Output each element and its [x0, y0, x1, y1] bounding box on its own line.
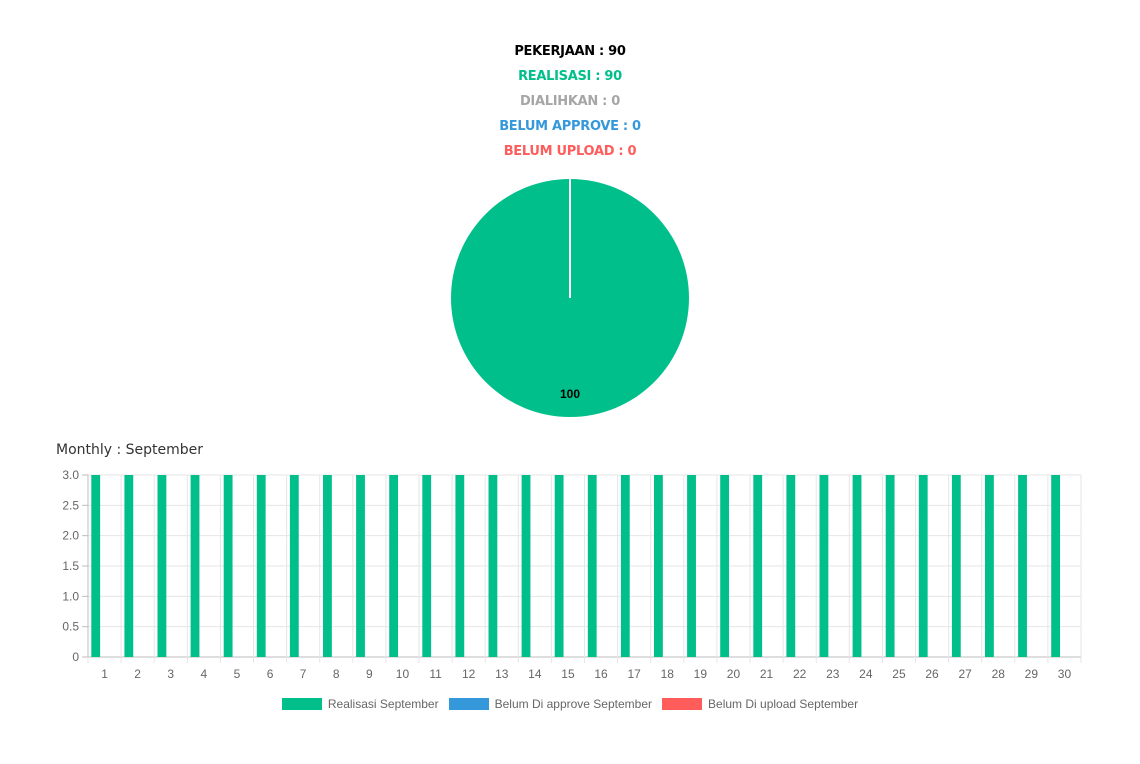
bar-realisasi-17	[620, 475, 630, 657]
x-tick-label: 1	[101, 667, 108, 681]
bar-chart-svg: 00.51.01.52.02.53.01 2 3 4 5 6 7 8 9 10 11 12 13 14 15…	[62, 468, 1082, 681]
x-tick-label: 27	[958, 667, 972, 681]
bar-realisasi-29	[1018, 475, 1027, 657]
x-tick-label: 23	[826, 667, 840, 681]
legend-label: Belum Di upload September	[708, 697, 859, 712]
bar-realisasi-23	[819, 475, 829, 657]
bar-realisasi-11	[422, 475, 432, 657]
x-tick-label: 18	[661, 667, 675, 681]
bar-realisasi-14	[521, 475, 531, 657]
y-tick-label: 0.5	[62, 620, 79, 634]
x-tick-label: 26	[925, 667, 939, 681]
x-tick-label: 7	[300, 667, 307, 681]
y-tick-label: 2.0	[62, 529, 79, 543]
bar-realisasi-26	[918, 475, 928, 657]
legend-swatch	[448, 698, 489, 711]
bar-realisasi-16	[587, 475, 597, 657]
x-tick-label: 17	[627, 667, 641, 681]
x-tick-label: 28	[992, 667, 1006, 681]
x-tick-label: 4	[201, 667, 208, 681]
x-tick-label: 24	[859, 667, 873, 681]
x-tick-label: 10	[396, 667, 410, 681]
belum-upload-count: BELUM UPLOAD : 0	[503, 144, 637, 159]
bar-realisasi-15	[554, 475, 564, 657]
bar-realisasi-18	[654, 475, 663, 657]
legend-swatch	[662, 698, 703, 711]
legend-item-belum-approve[interactable]: Belum Di approve September	[448, 696, 653, 712]
bar-realisasi-19	[687, 475, 696, 657]
legend-item-belum-upload[interactable]: Belum Di upload September	[662, 696, 858, 711]
legend-label: Realisasi September	[327, 697, 439, 712]
x-tick-label: 16	[594, 667, 608, 681]
x-tick-label: 30	[1058, 667, 1072, 681]
legend-swatch	[281, 698, 322, 711]
bar-realisasi-21	[753, 475, 763, 657]
bar-realisasi-1	[91, 475, 101, 657]
x-tick-label: 14	[528, 667, 542, 681]
bar-chart: 0 0.5 1.0 1.5 2.0 2.5 3.0 1 2 3 4 5 6 7 8 9 10 11 12 13 14 15…	[0, 462, 1140, 692]
x-tick-label: 8	[333, 667, 340, 681]
x-tick-label: 25	[892, 667, 906, 681]
realisasi-count: REALISASI : 90	[518, 69, 622, 84]
legend-item-realisasi[interactable]: Realisasi September	[281, 696, 439, 712]
summary-panel: PEKERJAAN : 90 REALISASI : 90 DIALIHKAN …	[0, 42, 1140, 167]
bar-realisasi-4	[190, 475, 200, 657]
y-tick-label: 1.0	[62, 589, 79, 603]
x-tick-label: 22	[793, 667, 807, 681]
chart-legend: Realisasi September Belum Di approve Sept…	[0, 696, 1140, 711]
bar-realisasi-30	[1051, 475, 1061, 657]
pekerjaan-count: PEKERJAAN : 90	[514, 44, 626, 59]
bar-realisasi-5	[223, 475, 233, 657]
x-tick-label: 5	[234, 667, 241, 681]
bar-realisasi-20	[720, 475, 730, 657]
bar-realisasi-9	[356, 475, 365, 657]
x-tick-label: 12	[462, 667, 476, 681]
pie-chart-svg: 100	[451, 179, 689, 417]
x-tick-label: 19	[694, 667, 708, 681]
bar-realisasi-27	[951, 475, 961, 657]
bar-realisasi-2	[124, 475, 134, 657]
x-tick-label: 29	[1025, 667, 1039, 681]
y-tick-label: 0	[72, 650, 79, 664]
y-tick-label: 3.0	[62, 468, 79, 482]
bar-realisasi-8	[323, 475, 332, 657]
legend-label: Belum Di approve September	[494, 697, 653, 712]
bar-realisasi-22	[786, 475, 796, 657]
monthly-title: Monthly : September	[56, 442, 204, 458]
x-tick-label: 13	[495, 667, 509, 681]
bar-realisasi-10	[389, 475, 399, 657]
bar-realisasi-6	[256, 475, 266, 657]
x-tick-label: 2	[134, 667, 141, 681]
y-tick-label: 1.5	[62, 559, 79, 573]
bar-realisasi-13	[488, 475, 498, 657]
pie-data-label: 100	[560, 387, 580, 401]
x-tick-label: 15	[561, 667, 575, 681]
x-tick-label: 6	[267, 667, 274, 681]
x-tick-label: 11	[429, 667, 442, 681]
bar-realisasi-24	[852, 475, 862, 657]
bar-realisasi-3	[157, 475, 167, 657]
x-tick-label: 3	[167, 667, 174, 681]
dialihkan-count: DIALIHKAN : 0	[519, 94, 621, 109]
x-tick-label: 20	[727, 667, 741, 681]
pie-chart: 100	[448, 176, 692, 420]
x-tick-label: 21	[760, 667, 774, 681]
bar-realisasi-12	[455, 475, 465, 657]
belum-approve-count: BELUM APPROVE : 0	[499, 119, 641, 134]
bar-realisasi-28	[985, 475, 994, 657]
bar-realisasi-25	[885, 475, 895, 657]
y-tick-label: 2.5	[62, 498, 79, 512]
bar-realisasi-7	[289, 475, 299, 657]
x-tick-label: 9	[366, 667, 373, 681]
